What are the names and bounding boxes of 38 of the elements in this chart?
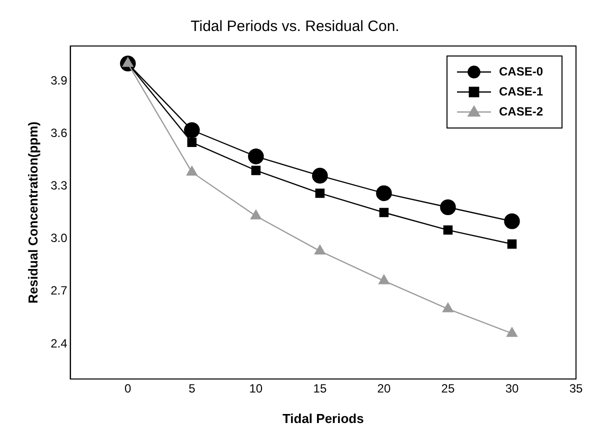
point: [186, 166, 198, 176]
point: [442, 302, 454, 312]
y-tick-label: 2.4: [50, 336, 68, 350]
x-tick-label: 15: [313, 382, 327, 396]
x-tick-label: 10: [249, 382, 263, 396]
point: [184, 122, 200, 138]
point: [506, 327, 518, 337]
point: [440, 199, 456, 216]
x-tick-label: 20: [377, 382, 391, 396]
point: [376, 185, 392, 202]
y-tick-label: 3.9: [50, 73, 68, 88]
legend-label: CASE-1: [499, 84, 544, 98]
point: [251, 166, 261, 176]
x-tick-label: 35: [569, 382, 583, 396]
point: [504, 213, 520, 230]
legend-label: CASE-0: [499, 64, 544, 78]
y-tick-label: 2.7: [50, 284, 68, 298]
point: [507, 239, 517, 249]
point: [315, 188, 325, 198]
x-tick-label: 30: [505, 382, 519, 396]
x-tick-label: 5: [188, 382, 196, 396]
x-tick-label: 25: [441, 382, 455, 396]
point: [250, 210, 262, 220]
x-axis-title: Tidal Periods: [282, 410, 364, 426]
point: [379, 208, 389, 218]
y-axis-title: Residual Concentration(ppm): [25, 121, 40, 304]
point: [314, 244, 326, 254]
y-tick-label: 3.0: [50, 231, 68, 246]
y-tick-label: 3.6: [50, 126, 68, 140]
y-tick-label: 3.3: [50, 178, 68, 193]
point: [248, 148, 264, 164]
x-tick-label: 0: [124, 382, 132, 396]
chart-title: Tidal Periods vs. Residual Con.: [190, 18, 400, 36]
point: [443, 225, 453, 235]
legend-label: CASE-2: [499, 104, 544, 118]
point: [378, 274, 390, 284]
point: [312, 168, 328, 184]
point: [187, 138, 197, 148]
